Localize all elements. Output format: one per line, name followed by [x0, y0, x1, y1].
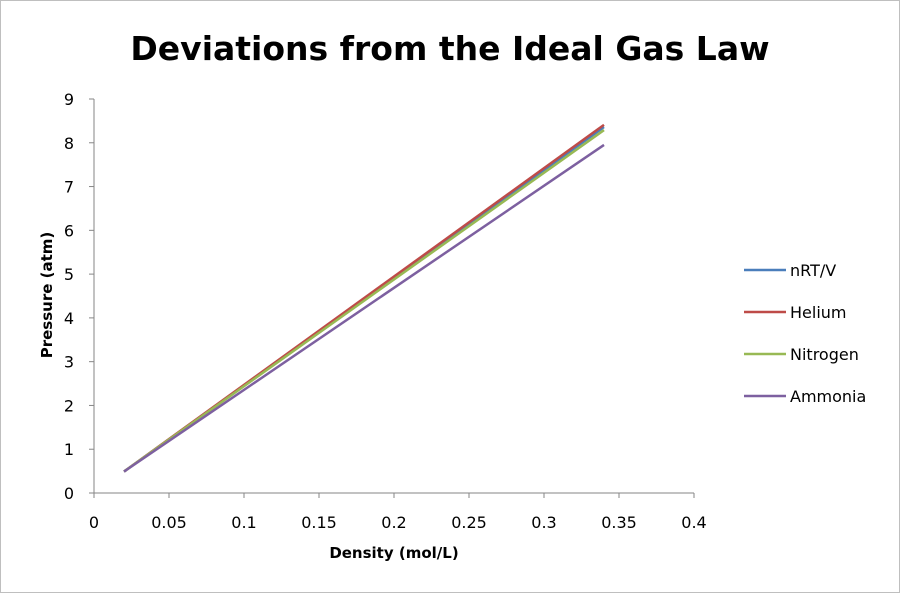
- y-axis-label: Pressure (atm): [38, 232, 56, 359]
- chart-title: Deviations from the Ideal Gas Law: [130, 29, 770, 68]
- legend-label-ammonia: Ammonia: [790, 387, 866, 406]
- x-tick-label: 0: [89, 513, 99, 532]
- axes: 0 1 2 3 4 5 6 7 8 9 0 0.05 0.1 0.15 0.2 0.25 0.3 0.35 0.4: [64, 90, 707, 532]
- x-tick-label: 0.35: [601, 513, 637, 532]
- y-tick-label: 8: [64, 134, 74, 153]
- x-tick-label: 0.15: [301, 513, 337, 532]
- x-tick-label: 0.2: [381, 513, 406, 532]
- x-tick-label: 0.3: [531, 513, 556, 532]
- legend-label-helium: Helium: [790, 303, 847, 322]
- series-line-nitrogen: [123, 129, 605, 473]
- y-tick-label: 9: [64, 90, 74, 109]
- y-tick-label: 6: [64, 221, 74, 240]
- legend-label-nitrogen: Nitrogen: [790, 345, 859, 364]
- legend: nRT/V Helium Nitrogen Ammonia: [744, 261, 866, 406]
- y-tick-label: 2: [64, 396, 74, 415]
- y-tick-label: 7: [64, 178, 74, 197]
- series-line-ammonia: [123, 143, 605, 473]
- y-tick-label: 5: [64, 265, 74, 284]
- y-tick-label: 0: [64, 484, 74, 503]
- x-axis-label: Density (mol/L): [329, 544, 458, 562]
- x-tick-label: 0.25: [451, 513, 487, 532]
- x-tick-label: 0.1: [231, 513, 256, 532]
- legend-label-nrt-v: nRT/V: [790, 261, 836, 280]
- y-tick-label: 1: [64, 440, 74, 459]
- y-tick-label: 3: [64, 353, 74, 372]
- series-lines: [123, 123, 605, 473]
- x-tick-label: 0.05: [151, 513, 187, 532]
- y-tick-label: 4: [64, 309, 74, 328]
- x-tick-label: 0.4: [681, 513, 706, 532]
